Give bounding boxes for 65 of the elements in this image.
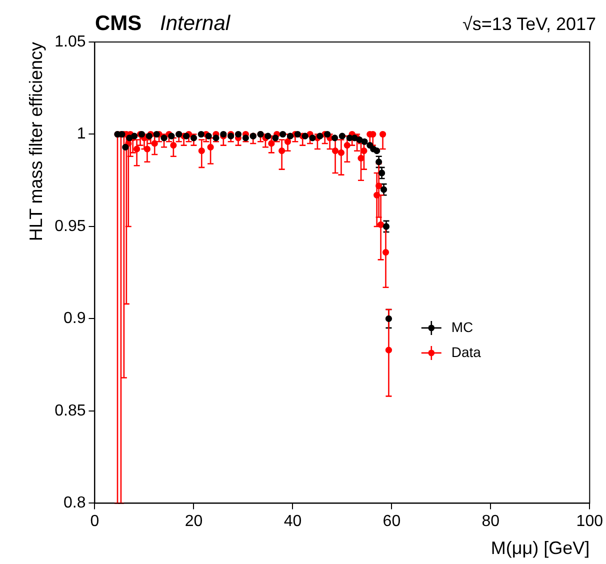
point <box>302 132 308 140</box>
point <box>280 130 286 138</box>
point <box>338 149 345 156</box>
legend-label: MC <box>451 318 474 335</box>
point <box>332 148 339 154</box>
point <box>376 182 382 190</box>
point <box>207 144 214 150</box>
point <box>284 138 292 145</box>
y-tick-label: 1.05 <box>54 33 86 50</box>
point <box>278 148 286 154</box>
x-axis-title: M(μμ) [GeV] <box>490 538 590 558</box>
y-tick-label: 1 <box>76 126 86 143</box>
point <box>378 221 384 228</box>
point <box>331 134 338 142</box>
point <box>379 130 386 138</box>
x-tick-label: 100 <box>576 513 604 530</box>
x-tick-label: 60 <box>382 513 401 530</box>
point <box>168 132 175 140</box>
y-tick-label: 0.85 <box>54 402 86 420</box>
point <box>309 134 316 142</box>
point <box>374 192 380 198</box>
point <box>198 148 205 154</box>
y-tick-label: 0.9 <box>63 310 86 328</box>
y-axis-title: HLT mass filter efficiency <box>26 42 46 242</box>
chart-title: CMS <box>95 12 142 36</box>
point <box>126 134 133 142</box>
point <box>378 170 386 176</box>
point <box>316 132 324 140</box>
point <box>153 130 160 138</box>
point <box>338 132 346 140</box>
point <box>234 130 242 138</box>
point <box>344 142 350 149</box>
y-tick-label: 0.95 <box>54 218 86 235</box>
point <box>151 140 158 147</box>
point <box>144 146 150 152</box>
point <box>170 142 177 149</box>
chart-subtitle: Internal <box>160 12 230 36</box>
point <box>324 130 331 138</box>
x-tick-label: 20 <box>184 513 203 530</box>
point <box>356 136 363 144</box>
x-tick-label: 80 <box>482 513 500 530</box>
point <box>382 223 390 230</box>
text: √s=13 TeV, 2017 <box>462 14 596 35</box>
legend-label: Data <box>451 344 482 360</box>
point <box>374 148 380 154</box>
point <box>264 132 272 140</box>
point <box>122 144 129 150</box>
x-tick-label: 40 <box>284 513 302 530</box>
point <box>205 132 212 140</box>
point <box>382 249 390 256</box>
point <box>268 140 275 147</box>
point <box>380 186 388 193</box>
point <box>385 315 392 322</box>
point <box>183 132 190 140</box>
point <box>376 158 382 166</box>
point <box>385 346 392 354</box>
point <box>358 154 364 162</box>
point <box>286 132 294 140</box>
x-tick-label: 0 <box>90 513 100 530</box>
point <box>360 148 368 154</box>
point <box>294 130 301 138</box>
point <box>361 138 368 145</box>
point <box>134 146 140 152</box>
point <box>198 130 204 138</box>
y-tick-label: 0.8 <box>63 494 86 512</box>
